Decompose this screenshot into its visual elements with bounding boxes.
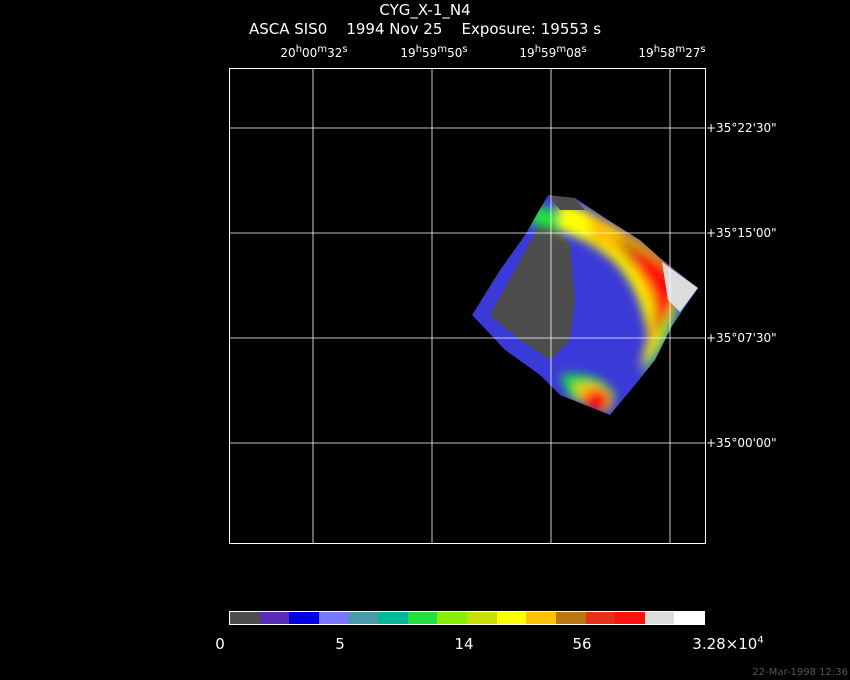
dec-tick-label: +35°22'30" [706,121,777,135]
dec-tick-label: +35°07'30" [706,331,777,345]
ra-tick-label: 19h59m50s [400,44,468,60]
ra-tick-label: 19h59m08s [519,44,587,60]
colorbar-swatch [348,612,379,624]
colorbar-swatch [496,612,527,624]
coordinate-grid [229,69,705,543]
colorbar-label: 14 [454,635,474,653]
colorbar-swatch [230,612,260,624]
colorbar-swatch [674,612,704,624]
colorbar-swatch [615,612,645,624]
colorbar-swatch [644,612,675,624]
colorbar-label: 5 [335,635,345,653]
plot-subtitle: ASCA SIS0 1994 Nov 25 Exposure: 19553 s [248,20,602,38]
colorbar-swatch [407,612,438,624]
colorbar-swatch [467,612,497,624]
colorbar-swatch [318,612,349,624]
colorbar [229,611,705,625]
dec-tick-label: +35°00'00" [706,436,777,450]
colorbar-swatch [555,612,586,624]
plot-frame [229,68,706,544]
colorbar-label: 0 [215,635,225,653]
colorbar-swatch [289,612,319,624]
ra-tick-label: 19h58m27s [638,44,706,60]
detector-image [472,195,698,415]
colorbar-swatch [437,612,467,624]
colorbar-label: 3.28×104 [692,635,764,653]
ra-tick-label: 20h00m32s [280,44,348,60]
colorbar-swatch [259,612,290,624]
colorbar-swatch [378,612,408,624]
colorbar-swatch [526,612,556,624]
plot-title: CYG_X-1_N4 [379,1,471,19]
dec-tick-label: +35°15'00" [706,226,777,240]
colorbar-swatch [585,612,616,624]
timestamp: 22-Mar-1998 12:36 [752,667,848,678]
colorbar-label: 56 [572,635,592,653]
